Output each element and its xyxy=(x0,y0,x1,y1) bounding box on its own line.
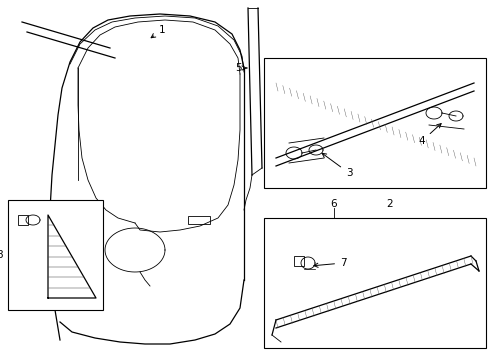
Bar xyxy=(18,215,28,225)
Text: 5: 5 xyxy=(234,63,246,73)
Bar xyxy=(264,218,485,348)
Text: 6: 6 xyxy=(330,199,337,209)
Bar xyxy=(264,58,485,188)
Text: 1: 1 xyxy=(151,25,165,38)
Text: 3: 3 xyxy=(322,153,351,178)
Text: 8: 8 xyxy=(0,250,3,260)
Text: 7: 7 xyxy=(313,258,346,268)
Text: 2: 2 xyxy=(386,199,392,209)
Bar xyxy=(187,216,209,224)
Text: 4: 4 xyxy=(418,123,440,146)
Bar xyxy=(293,256,304,266)
Bar xyxy=(8,200,103,310)
